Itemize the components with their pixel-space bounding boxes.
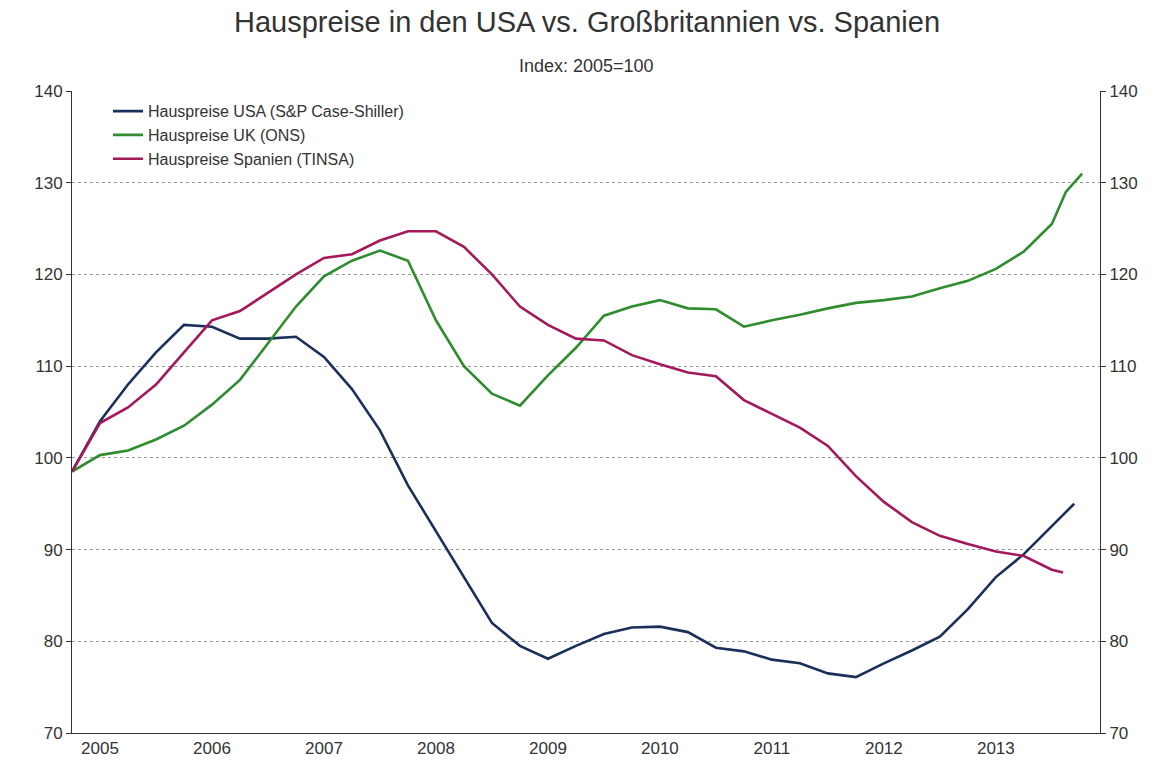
svg-text:2008: 2008 [417, 739, 455, 758]
svg-text:2006: 2006 [193, 739, 231, 758]
svg-text:100: 100 [1109, 449, 1137, 468]
svg-text:80: 80 [1109, 632, 1128, 651]
svg-text:140: 140 [1109, 82, 1137, 101]
svg-text:2013: 2013 [977, 739, 1015, 758]
svg-text:70: 70 [44, 724, 63, 743]
svg-text:70: 70 [1109, 724, 1128, 743]
svg-text:130: 130 [1109, 174, 1137, 193]
svg-text:Index: 2005=100: Index: 2005=100 [519, 56, 654, 76]
svg-text:Hauspreise UK (ONS): Hauspreise UK (ONS) [148, 127, 305, 144]
svg-text:90: 90 [1109, 541, 1128, 560]
svg-text:110: 110 [35, 357, 62, 376]
svg-text:130: 130 [34, 174, 62, 193]
svg-text:2010: 2010 [641, 739, 679, 758]
svg-text:2011: 2011 [754, 739, 791, 758]
svg-text:2005: 2005 [81, 739, 119, 758]
svg-text:110: 110 [1109, 357, 1136, 376]
svg-text:90: 90 [44, 541, 63, 560]
svg-text:Hauspreise Spanien (TINSA): Hauspreise Spanien (TINSA) [148, 151, 354, 168]
svg-text:140: 140 [34, 82, 62, 101]
svg-text:120: 120 [1109, 265, 1137, 284]
svg-text:2012: 2012 [865, 739, 903, 758]
svg-text:Hauspreise in den USA vs. Groß: Hauspreise in den USA vs. Großbritannien… [234, 6, 940, 38]
svg-text:Hauspreise USA (S&P Case-Shill: Hauspreise USA (S&P Case-Shiller) [148, 103, 404, 120]
svg-text:2009: 2009 [529, 739, 567, 758]
svg-text:120: 120 [34, 265, 62, 284]
svg-text:80: 80 [44, 632, 63, 651]
svg-text:100: 100 [34, 449, 62, 468]
svg-text:2007: 2007 [305, 739, 343, 758]
